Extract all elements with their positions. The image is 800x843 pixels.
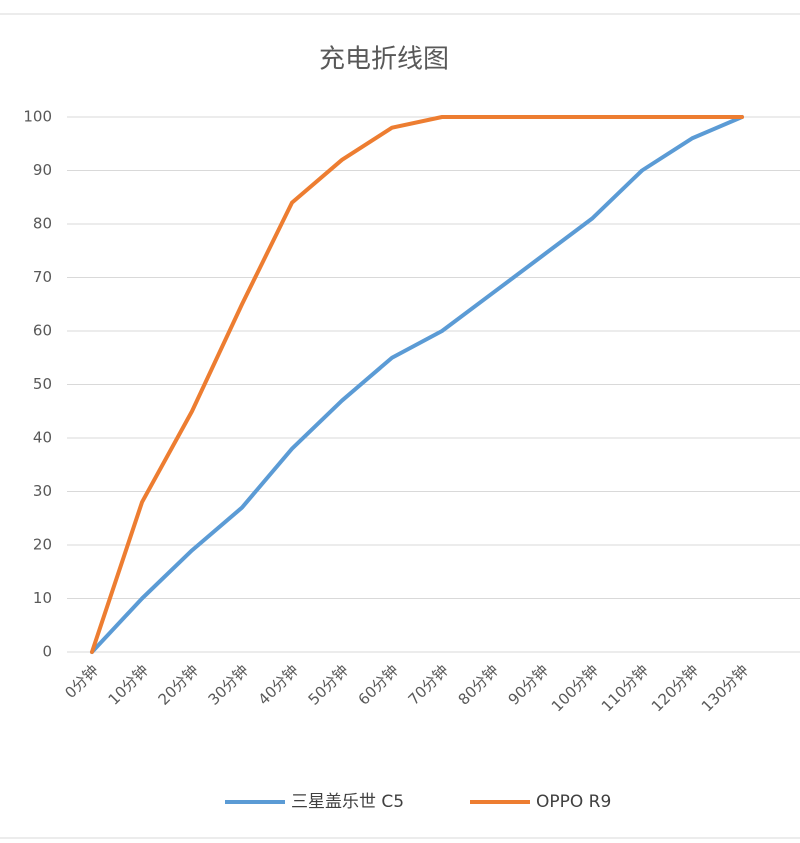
series-line [90,115,744,654]
x-tick-label: 90分钟 [505,661,552,708]
y-tick-label: 30 [33,482,52,500]
x-tick-label: 50分钟 [305,661,352,708]
y-tick-label: 40 [33,429,52,447]
y-tick-label: 60 [33,322,52,340]
y-tick-label: 90 [33,161,52,179]
x-tick-label: 10分钟 [105,661,152,708]
y-tick-label: 100 [23,108,52,126]
legend-label: 三星盖乐世 C5 [291,792,404,812]
y-tick-label: 70 [33,268,52,286]
x-tick-label: 70分钟 [405,661,452,708]
legend-label: OPPO R9 [536,792,611,812]
x-tick-label: 30分钟 [205,661,252,708]
x-tick-label: 100分钟 [548,661,602,715]
x-tick-label: 40分钟 [255,661,302,708]
x-tick-label: 120分钟 [648,661,702,715]
y-tick-label: 80 [33,215,52,233]
x-tick-label: 80分钟 [455,661,502,708]
series-line [90,115,744,654]
chart-title: 充电折线图 [319,45,449,75]
x-tick-label: 20分钟 [155,661,202,708]
x-tick-label: 0分钟 [61,661,102,702]
x-tick-label: 130分钟 [698,661,752,715]
x-tick-label: 110分钟 [598,661,652,715]
x-tick-label: 60分钟 [355,661,402,708]
y-tick-label: 10 [33,589,52,607]
y-tick-label: 0 [42,643,52,661]
y-tick-label: 20 [33,536,52,554]
y-tick-label: 50 [33,375,52,393]
